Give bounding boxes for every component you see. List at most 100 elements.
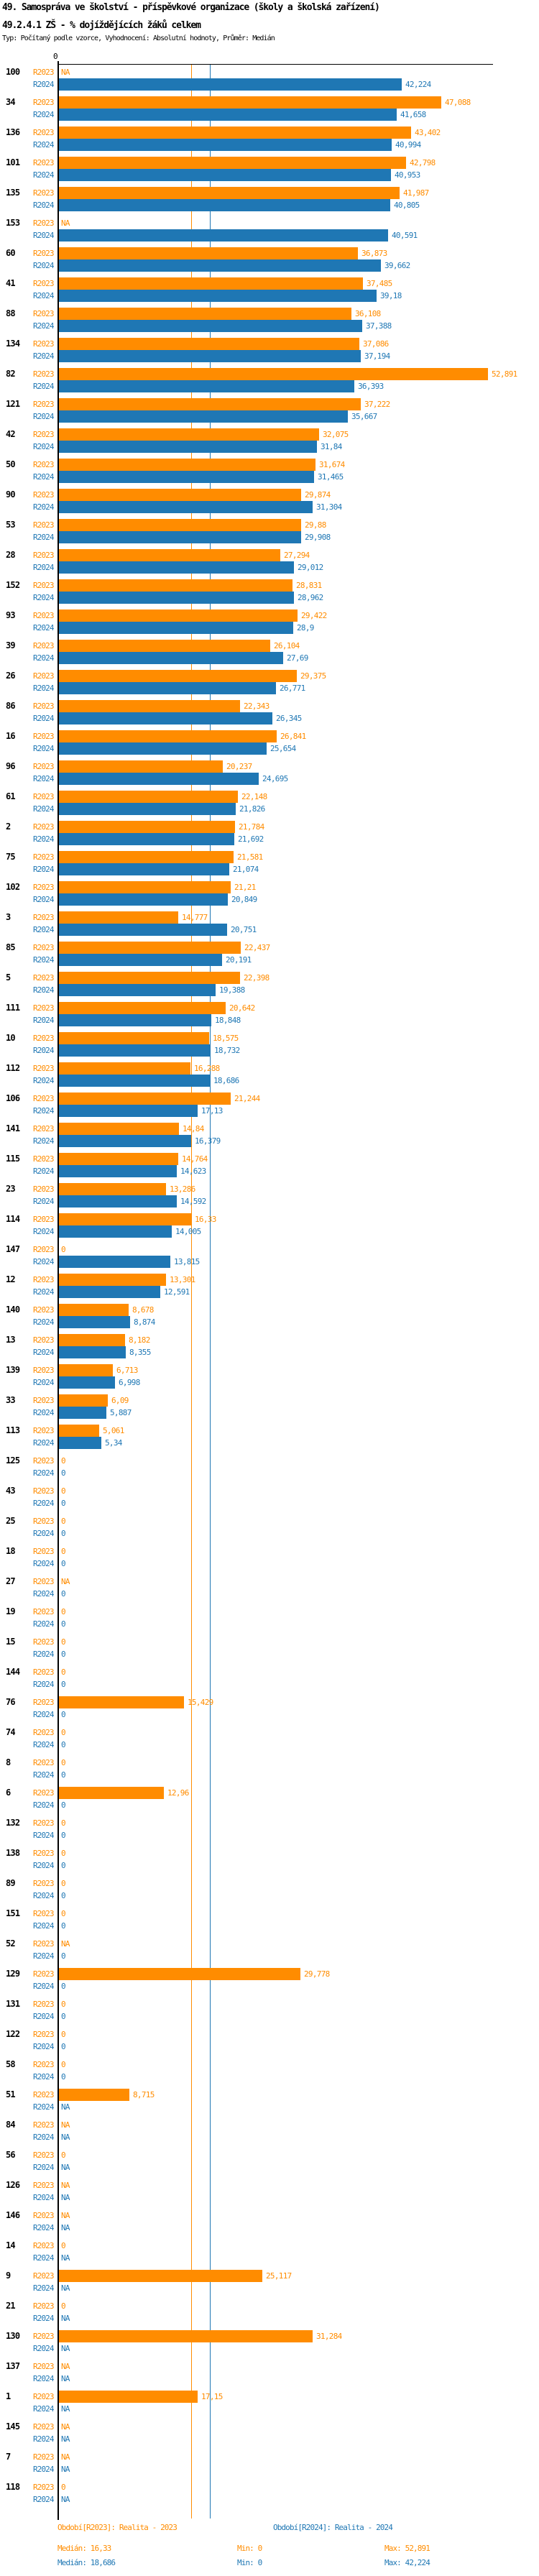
value-label-r2023: 0 [61, 2000, 66, 2009]
period-label-r2024: R2024 [33, 1106, 55, 1116]
value-label-r2023: 47,088 [445, 98, 471, 107]
value-label-r2023: 29,874 [305, 490, 331, 500]
value-label-r2024: 0 [61, 1468, 66, 1478]
row-id-label: 41 [6, 278, 16, 288]
period-label-r2024: R2024 [33, 865, 55, 874]
row-id-label: 125 [6, 1455, 20, 1466]
row-id-label: 28 [6, 550, 16, 560]
period-label-r2023: R2023 [33, 2271, 55, 2281]
period-label-r2024: R2024 [33, 744, 55, 753]
period-label-r2023: R2023 [33, 1396, 55, 1405]
bar-r2023 [58, 1032, 209, 1044]
bar-r2024 [58, 773, 259, 785]
period-label-r2024: R2024 [33, 1167, 55, 1176]
row-id-label: 76 [6, 1697, 16, 1707]
value-label-r2023: 37,222 [364, 400, 390, 409]
period-label-r2023: R2023 [33, 2181, 55, 2190]
value-label-r2023: 0 [61, 2150, 66, 2160]
period-label-r2023: R2023 [33, 1909, 55, 1918]
value-label-r2023: 22,343 [244, 702, 270, 711]
value-label-r2023: 20,237 [226, 762, 252, 771]
value-label-r2024: 6,998 [119, 1378, 140, 1387]
value-label-r2023: 18,575 [213, 1034, 239, 1043]
row-id-label: 153 [6, 218, 20, 228]
bar-r2023 [58, 1062, 190, 1075]
period-label-r2024: R2024 [33, 1770, 55, 1780]
row-id-label: 132 [6, 1818, 20, 1828]
row-id-label: 122 [6, 2029, 20, 2039]
period-label-r2023: R2023 [33, 1879, 55, 1888]
value-label-r2024: 0 [61, 2012, 66, 2021]
value-label-r2024: 25,654 [270, 744, 296, 753]
bar-r2024 [58, 1105, 198, 1117]
bar-r2023 [58, 760, 223, 773]
value-label-r2023: 0 [61, 2301, 66, 2311]
value-label-r2024: 31,304 [316, 502, 342, 512]
bar-r2024 [58, 78, 402, 91]
row-id-label: 93 [6, 610, 16, 620]
period-label-r2023: R2023 [33, 822, 55, 832]
value-label-r2024: 20,849 [231, 895, 257, 904]
row-id-label: 118 [6, 2482, 20, 2492]
row-id-label: 113 [6, 1425, 20, 1435]
value-label-r2024: 37,194 [364, 351, 390, 361]
value-label-r2023: NA [61, 218, 70, 228]
row-id-label: 56 [6, 2150, 16, 2160]
bar-r2024 [58, 350, 361, 362]
value-label-r2023: 0 [61, 1818, 66, 1828]
period-label-r2024: R2024 [33, 955, 55, 965]
row-id-label: 52 [6, 1938, 16, 1949]
period-label-r2023: R2023 [33, 792, 55, 801]
bar-r2024 [58, 863, 229, 875]
period-label-r2023: R2023 [33, 1547, 55, 1556]
period-label-r2024: R2024 [33, 563, 55, 572]
value-label-r2024: NA [61, 2495, 70, 2504]
period-label-r2023: R2023 [33, 460, 55, 469]
value-label-r2024: 13,815 [174, 1257, 200, 1266]
period-label-r2023: R2023 [33, 1034, 55, 1043]
value-label-r2023: 31,674 [319, 460, 345, 469]
period-label-r2023: R2023 [33, 2452, 55, 2462]
value-label-r2023: NA [61, 68, 70, 77]
row-id-label: 21 [6, 2301, 16, 2311]
bar-r2023 [58, 2089, 129, 2101]
value-label-r2024: 39,18 [380, 291, 402, 300]
row-id-label: 84 [6, 2120, 16, 2130]
bar-r2024 [58, 1195, 177, 1208]
bar-r2024 [58, 1256, 170, 1268]
value-label-r2024: NA [61, 2344, 70, 2353]
value-label-r2024: 36,393 [358, 382, 384, 391]
bar-r2023 [58, 942, 241, 954]
period-label-r2023: R2023 [33, 1094, 55, 1103]
row-id-label: 131 [6, 1999, 20, 2009]
value-label-r2024: 18,686 [213, 1076, 239, 1085]
period-label-r2023: R2023 [33, 249, 55, 258]
period-label-r2023: R2023 [33, 309, 55, 318]
period-label-r2024: R2024 [33, 2434, 55, 2444]
period-label-r2023: R2023 [33, 732, 55, 741]
value-label-r2024: 41,658 [400, 110, 426, 119]
period-label-r2024: R2024 [33, 1891, 55, 1900]
value-label-r2023: NA [61, 2211, 70, 2220]
period-label-r2023: R2023 [33, 2301, 55, 2311]
period-label-r2024: R2024 [33, 1499, 55, 1508]
value-label-r2023: NA [61, 1577, 70, 1586]
value-label-r2023: NA [61, 2422, 70, 2432]
period-label-r2024: R2024 [33, 2163, 55, 2172]
bar-r2024 [58, 1316, 130, 1328]
row-id-label: 114 [6, 1214, 20, 1224]
value-label-r2024: 29,908 [305, 533, 331, 542]
stat-min-2024: Min: 0 [237, 2558, 262, 2567]
value-label-r2024: NA [61, 2133, 70, 2142]
value-label-r2024: 24,695 [262, 774, 288, 783]
stat-max-2024: Max: 42,224 [384, 2558, 430, 2567]
row-id-label: 34 [6, 97, 16, 107]
value-label-r2023: 0 [61, 2483, 66, 2492]
value-label-r2023: 36,108 [355, 309, 381, 318]
value-label-r2024: NA [61, 2283, 70, 2293]
row-id-label: 82 [6, 369, 16, 379]
value-label-r2024: 8,355 [129, 1348, 151, 1357]
period-label-r2024: R2024 [33, 1680, 55, 1689]
value-label-r2023: NA [61, 2181, 70, 2190]
value-label-r2024: 40,805 [394, 201, 420, 210]
